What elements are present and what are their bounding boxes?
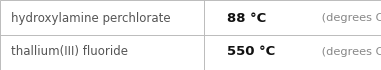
Text: (degrees Celsius): (degrees Celsius) <box>318 13 381 23</box>
Text: 88 °C: 88 °C <box>227 12 266 25</box>
Text: 550 °C: 550 °C <box>227 45 275 58</box>
Text: hydroxylamine perchlorate: hydroxylamine perchlorate <box>11 12 171 25</box>
Text: (degrees Celsius): (degrees Celsius) <box>318 47 381 57</box>
Text: thallium(III) fluoride: thallium(III) fluoride <box>11 45 128 58</box>
